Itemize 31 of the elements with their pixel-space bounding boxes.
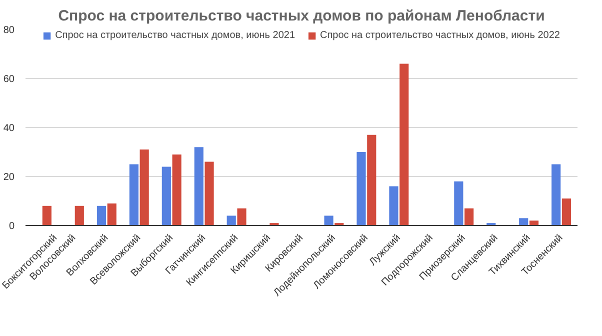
bar xyxy=(107,203,116,226)
chart-title: Спрос на строительство частных домов по районам Ленобласти xyxy=(58,8,545,24)
y-tick-label: 40 xyxy=(3,123,15,134)
bar xyxy=(226,216,236,226)
bar xyxy=(367,134,376,226)
y-tick-label: 80 xyxy=(3,25,15,36)
bar xyxy=(454,181,464,226)
bar xyxy=(172,154,182,226)
bar xyxy=(324,216,334,226)
legend-label: Спрос на строительство частных домов, июнь 2021 xyxy=(55,30,295,41)
bar xyxy=(552,164,561,226)
bar xyxy=(194,147,204,226)
bar xyxy=(562,198,572,226)
y-tick-label: 20 xyxy=(3,172,15,183)
bar xyxy=(204,162,214,226)
bar xyxy=(356,152,366,226)
bar xyxy=(400,64,409,226)
bar xyxy=(162,166,171,226)
bar xyxy=(237,208,246,226)
bar xyxy=(464,208,474,226)
legend-label: Спрос на строительство частных домов, июнь 2022 xyxy=(320,30,560,41)
y-tick-label: 60 xyxy=(3,74,15,85)
bar xyxy=(389,186,398,226)
bar xyxy=(519,218,528,226)
bar xyxy=(140,150,149,226)
bar xyxy=(129,164,138,226)
y-tick-label: 0 xyxy=(8,221,15,232)
bar xyxy=(529,220,539,226)
bar xyxy=(96,206,106,226)
bar xyxy=(42,206,52,226)
bar xyxy=(74,206,84,226)
